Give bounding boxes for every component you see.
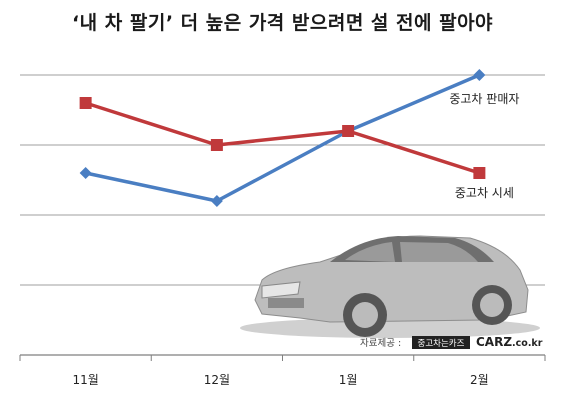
- x-tick-label: 11월: [72, 373, 98, 387]
- source-logo-text: 중고차는카즈: [418, 339, 465, 349]
- car-illustration: [240, 235, 540, 338]
- x-axis: 11월 12월 1월 2월: [19, 355, 546, 387]
- source-label: 자료제공 :: [360, 338, 401, 349]
- x-tick-label: 1월: [339, 373, 358, 387]
- series-label-1: 중고차 판매자: [449, 92, 519, 106]
- brand-carz: CARZ.co.kr: [476, 335, 543, 349]
- series-line-1: [85, 73, 481, 203]
- data-point-square: [342, 125, 355, 137]
- data-point-square: [210, 139, 223, 151]
- x-tick-label: 2월: [470, 373, 489, 387]
- data-point-square: [473, 167, 486, 179]
- series-line-2: [85, 101, 480, 175]
- data-point-diamond: [79, 167, 92, 179]
- brand-main: CARZ: [476, 335, 512, 349]
- chart-title: ‘내 차 팔기’ 더 높은 가격 받으려면 설 전에 팔아야: [71, 12, 494, 34]
- data-point-square: [79, 97, 92, 109]
- series-label-2: 중고차 시세: [455, 186, 514, 200]
- brand-suffix: .co.kr: [512, 338, 543, 349]
- x-tick-label: 12월: [204, 373, 230, 387]
- data-point-diamond: [210, 195, 223, 207]
- source-credit: 자료제공 : 중고차는카즈 CARZ.co.kr: [360, 335, 543, 349]
- data-point-diamond: [473, 69, 486, 81]
